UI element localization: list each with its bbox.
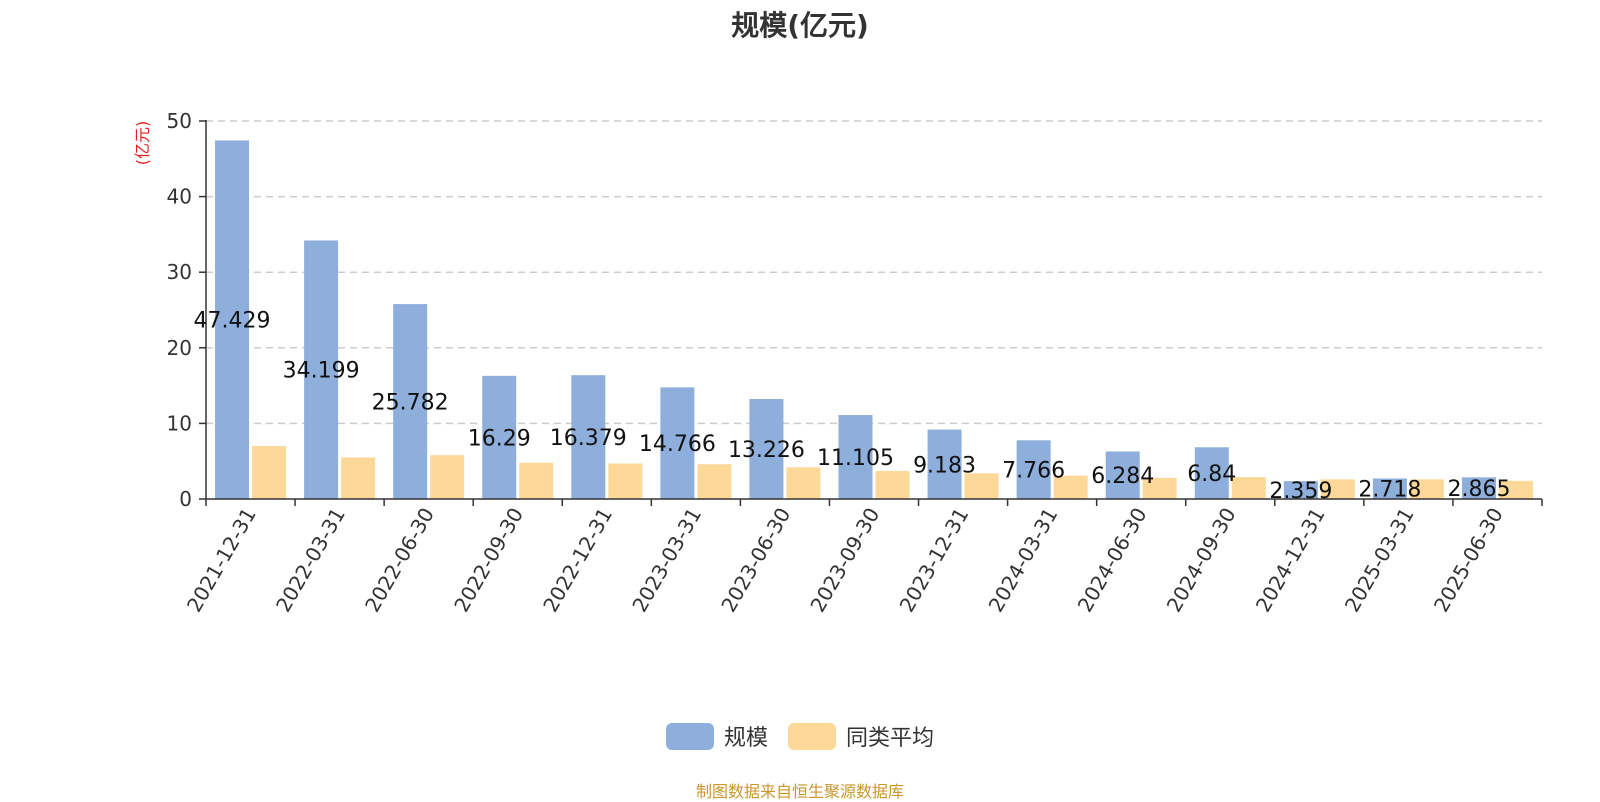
x-tick-label: 2024-03-31 — [984, 504, 1063, 617]
bar-peer-average — [1231, 477, 1266, 499]
data-label-scale: 25.782 — [372, 391, 449, 416]
y-axis-title: (亿元) — [133, 121, 152, 166]
x-tick-label: 2023-06-30 — [716, 504, 795, 617]
y-tick-label: 0 — [179, 487, 192, 511]
bar-scale — [660, 387, 695, 499]
bar-scale — [1194, 447, 1229, 499]
data-labels: 47.429 34.199 25.782 16.29 16.379 14.766 13.22… — [194, 309, 1511, 504]
bar-scale — [749, 399, 784, 499]
bar-peer-average — [1320, 479, 1355, 499]
x-tick-label: 2024-09-30 — [1162, 504, 1241, 617]
bar-scale — [215, 140, 250, 499]
data-label-scale: 7.766 — [1002, 459, 1065, 484]
data-label-scale: 13.226 — [728, 438, 805, 463]
bar-peer-average — [964, 473, 999, 499]
legend-swatch-peer-average — [788, 722, 836, 750]
bar-scale — [1372, 478, 1407, 499]
legend-swatch-scale — [665, 722, 714, 750]
bars — [215, 140, 1533, 499]
x-tick-label: 2023-12-31 — [894, 504, 973, 617]
x-tick-label: 2024-12-31 — [1251, 504, 1330, 617]
grid-lines — [206, 120, 1542, 425]
x-tick-label: 2022-09-30 — [449, 504, 528, 617]
x-tick-label: 2022-06-30 — [360, 503, 439, 616]
y-tick-label: 30 — [167, 260, 192, 284]
data-label-scale: 16.379 — [550, 426, 627, 451]
x-tick-label: 2021-12-31 — [182, 504, 261, 617]
bar-peer-average — [608, 463, 643, 499]
bar-peer-average — [1409, 479, 1444, 499]
x-tick-label: 2022-03-31 — [271, 504, 350, 617]
data-label-scale: 14.766 — [639, 432, 716, 457]
y-tick-label: 10 — [167, 411, 192, 435]
axes: 0 10 20 30 40 50 2021-12-31 2022-03-31 2022-06-3… — [167, 109, 1543, 617]
bar-scale — [1105, 451, 1140, 499]
bar-peer-average — [1498, 480, 1533, 499]
x-tick-label: 2025-06-30 — [1429, 504, 1508, 617]
bar-peer-average — [1142, 477, 1177, 499]
legend-label-scale: 规模 — [723, 726, 768, 751]
data-label-scale: 16.29 — [468, 426, 531, 451]
x-tick-label: 2022-12-31 — [538, 504, 617, 617]
bar-peer-average — [1053, 475, 1088, 499]
data-label-scale: 2.865 — [1447, 477, 1510, 502]
data-label-scale: 2.359 — [1269, 479, 1332, 504]
legend: 规模 同类平均 — [0, 720, 1600, 752]
chart-title: 规模(亿元) — [731, 9, 869, 42]
bar-scale — [304, 240, 339, 499]
x-tick-label: 2023-03-31 — [627, 504, 706, 617]
bar-peer-average — [252, 446, 287, 499]
y-tick-label: 50 — [167, 109, 192, 133]
x-tick-label: 2023-09-30 — [805, 504, 884, 617]
bar-peer-average — [519, 462, 554, 499]
legend-item-scale[interactable]: 规模 — [665, 720, 768, 752]
bar-scale — [927, 429, 962, 499]
data-label-scale: 2.718 — [1358, 478, 1421, 503]
data-label-scale: 11.105 — [817, 446, 894, 471]
bar-peer-average — [786, 467, 821, 499]
data-label-scale: 47.429 — [194, 309, 271, 334]
bar-scale — [1461, 477, 1496, 499]
data-label-scale: 34.199 — [283, 359, 360, 384]
bar-scale — [571, 375, 606, 499]
bar-scale — [838, 415, 873, 499]
bar-scale — [1283, 481, 1318, 499]
bar-scale — [1016, 440, 1051, 499]
data-label-scale: 6.284 — [1091, 464, 1154, 489]
legend-item-peer-average[interactable]: 同类平均 — [788, 720, 934, 752]
bar-scale — [482, 375, 517, 499]
legend-label-peer-average: 同类平均 — [846, 726, 935, 751]
x-tick-label: 2024-06-30 — [1073, 504, 1152, 617]
bar-peer-average — [875, 471, 910, 499]
data-label-scale: 9.183 — [913, 453, 976, 478]
bar-peer-average — [341, 457, 376, 499]
x-tick-label: 2025-03-31 — [1340, 504, 1419, 617]
bar-scale — [393, 304, 428, 499]
y-tick-label: 40 — [167, 185, 192, 209]
data-label-scale: 6.84 — [1187, 462, 1236, 487]
y-tick-label: 20 — [167, 336, 192, 360]
source-note: 制图数据来自恒生聚源数据库 — [695, 782, 904, 801]
bar-peer-average — [430, 455, 465, 499]
bar-peer-average — [697, 464, 732, 499]
